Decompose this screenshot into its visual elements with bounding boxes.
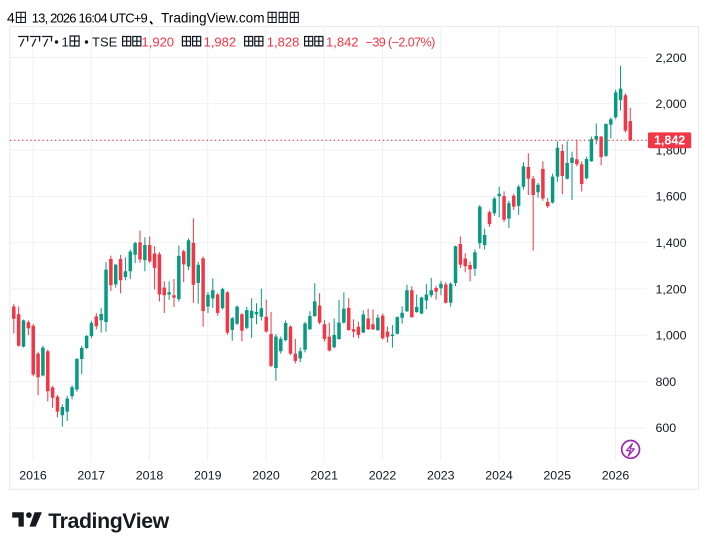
svg-text:800: 800 xyxy=(656,375,677,389)
svg-text:1,842: 1,842 xyxy=(654,134,685,148)
svg-text:1,000: 1,000 xyxy=(656,329,687,343)
svg-text:1,920: 1,920 xyxy=(142,34,175,49)
svg-text:2022: 2022 xyxy=(369,469,397,483)
svg-text:2020: 2020 xyxy=(252,469,280,483)
svg-text:2024: 2024 xyxy=(485,469,513,483)
svg-text:2026: 2026 xyxy=(602,469,630,483)
svg-text:2025: 2025 xyxy=(543,469,571,483)
svg-text:1: 1 xyxy=(62,34,69,49)
svg-text:2018: 2018 xyxy=(136,469,164,483)
svg-text:TradingView.com: TradingView.com xyxy=(161,10,265,25)
svg-text:2016: 2016 xyxy=(19,469,47,483)
svg-text:1,400: 1,400 xyxy=(656,236,687,250)
svg-text:600: 600 xyxy=(656,421,677,435)
svg-text:4: 4 xyxy=(7,9,15,25)
svg-text:TradingView: TradingView xyxy=(48,509,169,533)
svg-text:2021: 2021 xyxy=(310,469,338,483)
svg-text:1,828: 1,828 xyxy=(267,34,300,49)
svg-text:2017: 2017 xyxy=(77,469,105,483)
svg-text:2,000: 2,000 xyxy=(656,97,687,111)
svg-text:2019: 2019 xyxy=(194,469,222,483)
svg-text:1,982: 1,982 xyxy=(204,34,237,49)
svg-text:2023: 2023 xyxy=(427,469,455,483)
svg-text:1,200: 1,200 xyxy=(656,282,687,296)
svg-text:TSE: TSE xyxy=(92,34,118,49)
svg-text:1,600: 1,600 xyxy=(656,190,687,204)
svg-text:1,842: 1,842 xyxy=(326,34,359,49)
svg-text:2,200: 2,200 xyxy=(656,51,687,65)
svg-text:13, 2026 16:04 UTC+9: 13, 2026 16:04 UTC+9 xyxy=(32,10,148,25)
svg-text:−39 (−2.07%): −39 (−2.07%) xyxy=(366,35,436,49)
